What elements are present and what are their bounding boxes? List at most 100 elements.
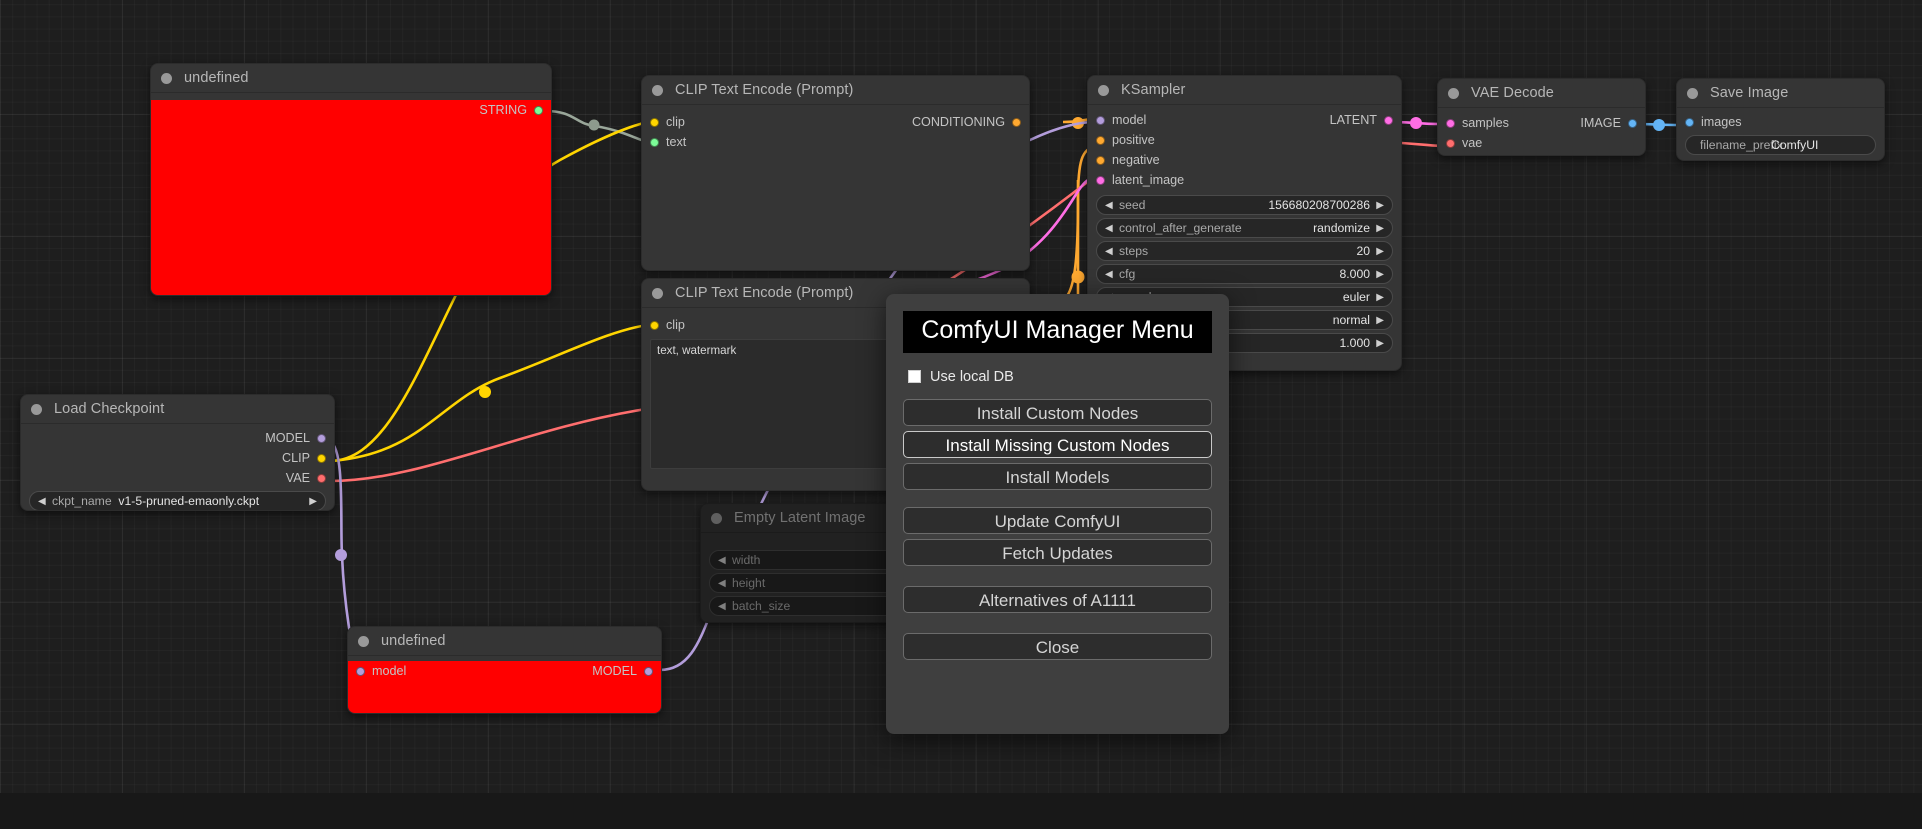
output-port-label: STRING — [479, 103, 527, 117]
arrow-left-icon[interactable]: ◀ — [1105, 222, 1113, 234]
port-dot-icon[interactable] — [1096, 155, 1105, 165]
node-save-image[interactable]: Save Image images filename_prefix ComfyU… — [1676, 78, 1885, 161]
port-dot-icon[interactable] — [317, 473, 326, 483]
port-dot-icon[interactable] — [650, 117, 659, 127]
output-port-string[interactable]: STRING — [151, 100, 551, 120]
arrow-left-icon[interactable]: ◀ — [718, 554, 726, 566]
node-body: images filename_prefix ComfyUI — [1677, 112, 1884, 160]
widget-label: control_after_generate — [1119, 221, 1242, 235]
arrow-right-icon[interactable]: ▶ — [1376, 268, 1384, 280]
arrow-right-icon[interactable]: ▶ — [1376, 291, 1384, 303]
node-collapse-dot-icon[interactable] — [358, 635, 369, 647]
node-collapse-dot-icon[interactable] — [31, 403, 42, 415]
port-dot-icon[interactable] — [1384, 115, 1393, 125]
spacer — [886, 385, 1229, 399]
port-dot-icon[interactable] — [1096, 135, 1105, 145]
arrow-left-icon[interactable]: ◀ — [1105, 268, 1113, 280]
port-dot-icon[interactable] — [317, 433, 326, 443]
fetch-updates-button[interactable]: Fetch Updates — [903, 538, 1212, 566]
widget-cfg[interactable]: ◀ cfg 8.000 ▶ — [1096, 264, 1393, 284]
input-port-positive[interactable]: positive — [1088, 130, 1401, 150]
input-port-clip[interactable]: clip CONDITIONING — [642, 112, 1029, 132]
arrow-right-icon[interactable]: ▶ — [1376, 199, 1384, 211]
input-port-model[interactable]: model MODEL — [348, 661, 661, 681]
node-load-checkpoint[interactable]: Load Checkpoint MODEL CLIP VAE ◀ ckpt_na… — [20, 394, 335, 511]
output-port-vae[interactable]: VAE — [21, 468, 334, 488]
input-port-latent-image[interactable]: latent_image — [1088, 170, 1401, 190]
arrow-left-icon[interactable]: ◀ — [1105, 245, 1113, 257]
input-port-label: clip — [666, 318, 685, 332]
widget-steps[interactable]: ◀ steps 20 ▶ — [1096, 241, 1393, 261]
input-port-vae[interactable]: vae — [1438, 133, 1645, 153]
port-dot-icon[interactable] — [650, 137, 659, 147]
install-custom-nodes-button[interactable]: Install Custom Nodes — [903, 398, 1212, 426]
node-title-bar[interactable]: Save Image — [1677, 79, 1884, 108]
port-dot-icon[interactable] — [650, 320, 659, 330]
node-title-bar[interactable]: CLIP Text Encode (Prompt) — [642, 279, 1029, 308]
node-title-bar[interactable]: CLIP Text Encode (Prompt) — [642, 76, 1029, 105]
arrow-left-icon[interactable]: ◀ — [718, 577, 726, 589]
node-collapse-dot-icon[interactable] — [161, 72, 172, 84]
update-comfyui-button[interactable]: Update ComfyUI — [903, 506, 1212, 534]
arrow-left-icon[interactable]: ◀ — [1105, 199, 1113, 211]
widget-value: ComfyUI — [1771, 138, 1819, 152]
node-collapse-dot-icon[interactable] — [652, 287, 663, 299]
node-collapse-dot-icon[interactable] — [652, 84, 663, 96]
node-collapse-dot-icon[interactable] — [1448, 87, 1459, 99]
node-undefined-string[interactable]: undefined STRING — [150, 63, 552, 296]
input-port-label: positive — [1112, 133, 1155, 147]
use-local-db-checkbox[interactable] — [908, 370, 921, 384]
input-port-images[interactable]: images — [1677, 112, 1884, 132]
widget-ckpt-name[interactable]: ◀ ckpt_name v1-5-pruned-emaonly.ckpt ▶ — [29, 491, 326, 510]
widget-seed[interactable]: ◀ seed 156680208700286 ▶ — [1096, 195, 1393, 215]
node-title-label: undefined — [184, 70, 249, 86]
input-port-samples[interactable]: samples IMAGE — [1438, 113, 1645, 133]
node-collapse-dot-icon[interactable] — [711, 512, 722, 524]
arrow-right-icon[interactable]: ▶ — [1376, 245, 1384, 257]
node-title-bar[interactable]: Load Checkpoint — [21, 395, 334, 424]
node-collapse-dot-icon[interactable] — [1687, 87, 1698, 99]
output-port-model[interactable]: MODEL — [21, 428, 334, 448]
node-body: model MODEL — [348, 661, 661, 713]
node-title-bar[interactable]: VAE Decode — [1438, 79, 1645, 108]
widget-control-after-generate[interactable]: ◀ control_after_generate randomize ▶ — [1096, 218, 1393, 238]
node-collapse-dot-icon[interactable] — [1098, 84, 1109, 96]
arrow-right-icon[interactable]: ▶ — [1376, 314, 1384, 326]
install-missing-custom-nodes-button[interactable]: Install Missing Custom Nodes — [903, 430, 1212, 458]
node-undefined-model[interactable]: undefined model MODEL — [347, 626, 662, 714]
port-dot-icon[interactable] — [1446, 138, 1455, 148]
port-dot-icon[interactable] — [1446, 118, 1455, 128]
output-port-clip[interactable]: CLIP — [21, 448, 334, 468]
node-body: clip CONDITIONING text — [642, 112, 1029, 270]
port-dot-icon[interactable] — [1096, 115, 1105, 125]
arrow-left-icon[interactable]: ◀ — [718, 600, 726, 612]
close-button[interactable]: Close — [903, 632, 1212, 660]
port-dot-icon[interactable] — [1096, 175, 1105, 185]
use-local-db-row[interactable]: Use local DB — [908, 369, 1229, 385]
input-port-model[interactable]: model LATENT — [1088, 110, 1401, 130]
node-title-bar[interactable]: undefined — [151, 64, 551, 93]
port-dot-icon[interactable] — [1685, 117, 1694, 127]
node-vae-decode[interactable]: VAE Decode samples IMAGE vae — [1437, 78, 1646, 156]
arrow-right-icon[interactable]: ▶ — [309, 495, 317, 507]
node-title-bar[interactable]: undefined — [348, 627, 661, 656]
port-dot-icon[interactable] — [356, 666, 365, 676]
widget-filename-prefix[interactable]: filename_prefix ComfyUI — [1685, 135, 1876, 155]
arrow-right-icon[interactable]: ▶ — [1376, 337, 1384, 349]
comfyui-manager-dialog[interactable]: ComfyUI Manager Menu Use local DB Instal… — [886, 294, 1229, 734]
port-dot-icon[interactable] — [1628, 118, 1637, 128]
input-port-clip[interactable]: clip — [642, 315, 1029, 335]
node-clip-text-encode-positive[interactable]: CLIP Text Encode (Prompt) clip CONDITION… — [641, 75, 1030, 271]
port-dot-icon[interactable] — [1012, 117, 1021, 127]
arrow-right-icon[interactable]: ▶ — [1376, 222, 1384, 234]
node-title-bar[interactable]: KSampler — [1088, 76, 1401, 105]
port-dot-icon[interactable] — [644, 666, 653, 676]
port-dot-icon[interactable] — [534, 105, 543, 115]
input-port-text[interactable]: text — [642, 132, 1029, 152]
alternatives-of-a1111-button[interactable]: Alternatives of A1111 — [903, 585, 1212, 613]
arrow-left-icon[interactable]: ◀ — [38, 495, 46, 507]
input-port-negative[interactable]: negative — [1088, 150, 1401, 170]
port-dot-icon[interactable] — [317, 453, 326, 463]
install-models-button[interactable]: Install Models — [903, 462, 1212, 490]
